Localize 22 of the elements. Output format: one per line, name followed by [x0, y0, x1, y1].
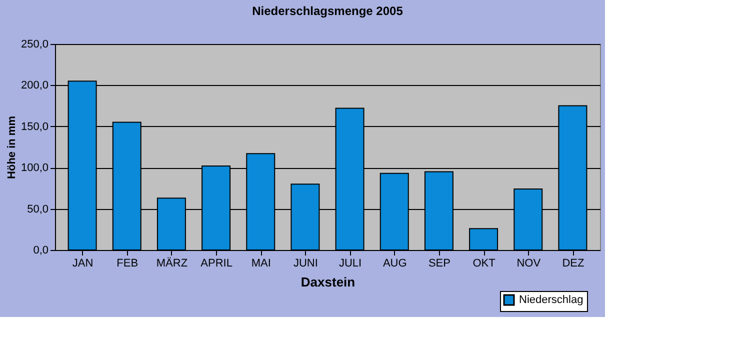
y-tick-label: 0,0 — [33, 244, 48, 256]
legend-label: Niederschlag — [519, 294, 584, 306]
y-tick-label: 250,0 — [20, 38, 48, 50]
y-axis-title: Höhe in mm — [6, 116, 18, 179]
x-tick-label: FEB — [116, 258, 138, 270]
x-tick-label: JAN — [72, 258, 94, 270]
x-tick-label: MAI — [251, 258, 271, 270]
x-tick-label: APRIL — [200, 258, 232, 270]
x-tick-label: OKT — [472, 258, 496, 270]
chart-title: Niederschlagsmenge 2005 — [252, 4, 404, 18]
y-tick-label: 50,0 — [27, 203, 48, 216]
x-tick-label: JULI — [338, 258, 362, 270]
x-tick-label: NOV — [516, 258, 542, 270]
x-tick-label: SEP — [428, 258, 450, 270]
x-tick-label: MÄRZ — [156, 256, 188, 270]
y-tick-label: 150,0 — [20, 120, 48, 133]
x-tick-label: DEZ — [562, 258, 584, 270]
x-tick-label: AUG — [382, 258, 407, 270]
y-tick-label: 100,0 — [20, 162, 48, 174]
y-tick-label: 200,0 — [20, 80, 48, 92]
x-tick-label: JUNI — [293, 258, 318, 270]
x-axis-title: Daxstein — [300, 274, 356, 290]
